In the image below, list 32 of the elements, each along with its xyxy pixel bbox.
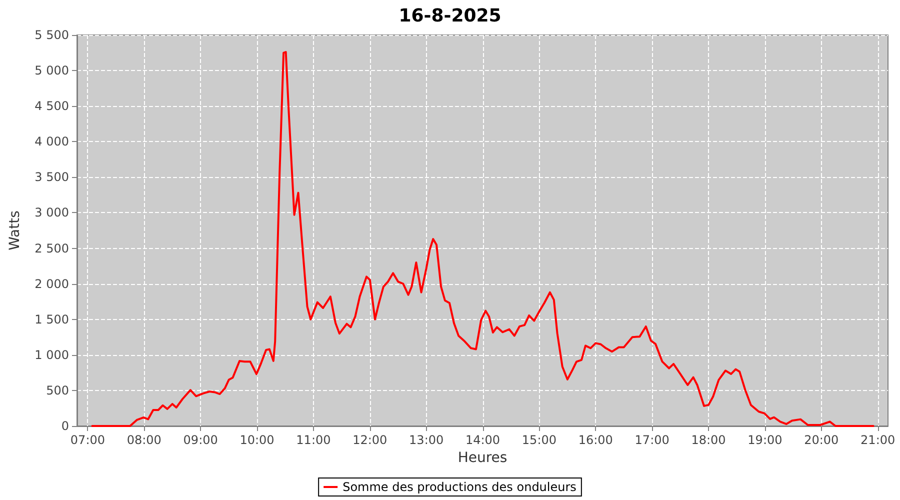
- y-axis-title: Watts: [7, 210, 23, 250]
- y-tick-label: 5 000: [34, 64, 69, 78]
- x-tick-label: 19:00: [748, 433, 782, 447]
- line-series: [91, 51, 874, 427]
- x-tick-label: 08:00: [126, 433, 162, 447]
- y-tick-label: 4 000: [34, 134, 69, 149]
- y-tick-label: 3 500: [34, 170, 69, 184]
- y-tick-label: 2 500: [34, 241, 69, 256]
- y-tick-label: 1 000: [34, 348, 69, 362]
- x-tick-label: 16:00: [578, 433, 613, 447]
- x-tick-label: 13:00: [409, 433, 444, 447]
- y-tick-label: 1 500: [34, 312, 69, 326]
- x-tick-label: 12:00: [352, 433, 388, 447]
- y-tick-label: 0: [61, 419, 69, 433]
- x-axis-title: Heures: [458, 450, 508, 466]
- x-tick-label: 09:00: [183, 433, 218, 447]
- y-tick-label: 5 500: [34, 28, 69, 42]
- x-tick-label: 10:00: [240, 433, 274, 447]
- legend-label: Somme des productions des onduleurs: [342, 480, 576, 494]
- x-tick-label: 17:00: [634, 433, 670, 447]
- x-tick-label: 11:00: [296, 433, 331, 447]
- x-tick-label: 18:00: [691, 433, 726, 447]
- x-tick-label: 15:00: [522, 433, 557, 447]
- chart-title: 16-8-2025: [398, 6, 502, 26]
- x-tick-label: 14:00: [465, 433, 500, 447]
- x-tick-label: 07:00: [70, 433, 106, 447]
- x-tick-label: 20:00: [804, 433, 839, 447]
- y-tick-label: 2 000: [34, 276, 69, 291]
- y-tick-label: 3 000: [34, 206, 69, 220]
- y-tick-label: 500: [46, 383, 69, 398]
- y-tick-label: 4 500: [34, 99, 69, 114]
- x-tick-label: 21:00: [860, 433, 896, 447]
